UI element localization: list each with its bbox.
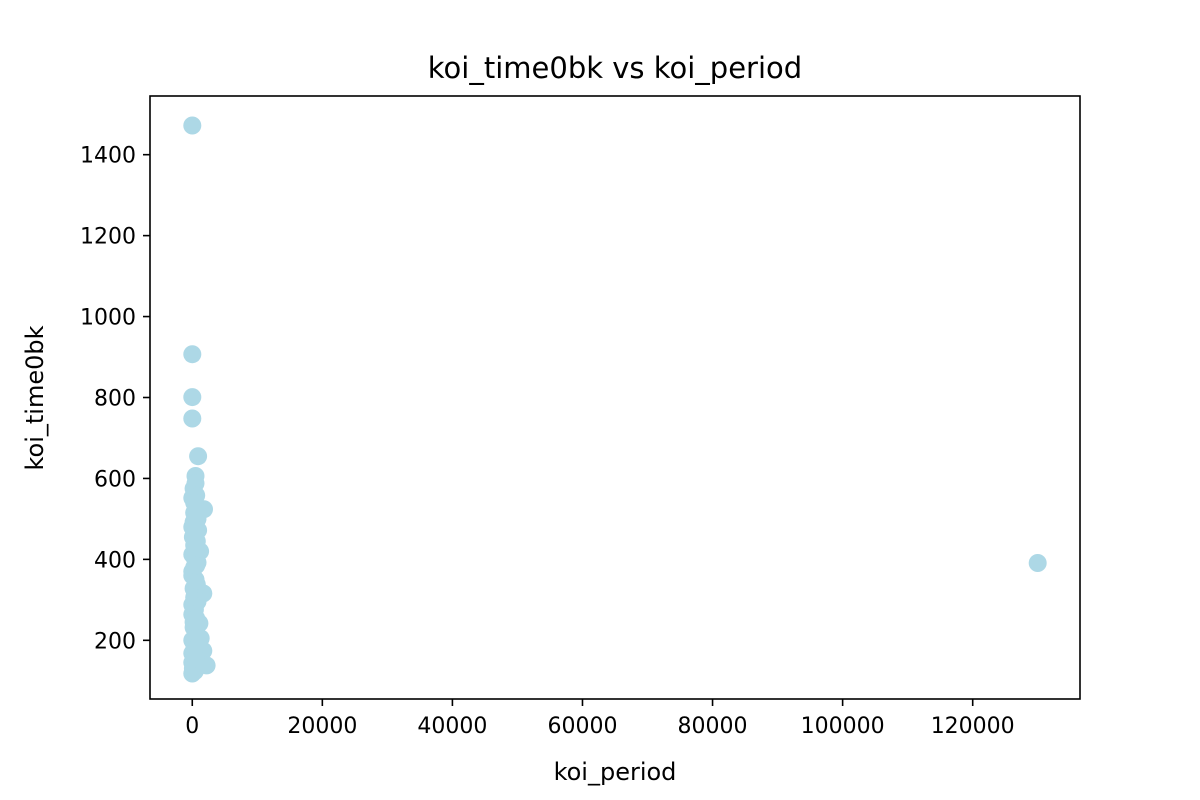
y-tick-label: 400 bbox=[94, 548, 136, 573]
x-tick-label: 40000 bbox=[417, 714, 487, 739]
x-tick-label: 0 bbox=[185, 714, 199, 739]
x-axis-ticks: 0 20000 40000 60000 80000 100000 120000 bbox=[185, 699, 1015, 739]
data-point bbox=[191, 629, 210, 648]
data-point bbox=[185, 493, 204, 512]
data-point bbox=[189, 521, 208, 540]
data-point bbox=[183, 388, 202, 407]
x-tick-label: 80000 bbox=[678, 714, 748, 739]
x-tick-label: 100000 bbox=[801, 714, 885, 739]
y-tick-label: 1200 bbox=[80, 225, 136, 250]
data-point bbox=[1028, 554, 1047, 572]
x-tick-label: 20000 bbox=[287, 714, 357, 739]
data-points bbox=[183, 116, 1047, 683]
data-point bbox=[183, 664, 202, 683]
y-tick-label: 200 bbox=[94, 629, 136, 654]
data-point bbox=[187, 556, 206, 575]
data-point bbox=[183, 116, 202, 135]
y-tick-label: 1000 bbox=[80, 306, 136, 331]
data-point bbox=[189, 447, 208, 466]
x-axis-label: koi_period bbox=[554, 758, 677, 786]
y-tick-label: 1400 bbox=[80, 144, 136, 169]
y-tick-label: 600 bbox=[94, 467, 136, 492]
y-axis-ticks: 200 400 600 800 1000 1200 1400 bbox=[80, 144, 150, 654]
chart-title: koi_time0bk vs koi_period bbox=[428, 51, 802, 85]
plot-frame bbox=[149, 95, 1081, 700]
x-tick-label: 120000 bbox=[931, 714, 1015, 739]
x-tick-label: 60000 bbox=[547, 714, 617, 739]
data-point bbox=[186, 649, 205, 668]
data-point bbox=[184, 613, 203, 632]
y-axis-label: koi_time0bk bbox=[21, 325, 49, 470]
data-point bbox=[183, 345, 202, 364]
y-tick-label: 800 bbox=[94, 387, 136, 412]
data-point bbox=[183, 409, 202, 428]
